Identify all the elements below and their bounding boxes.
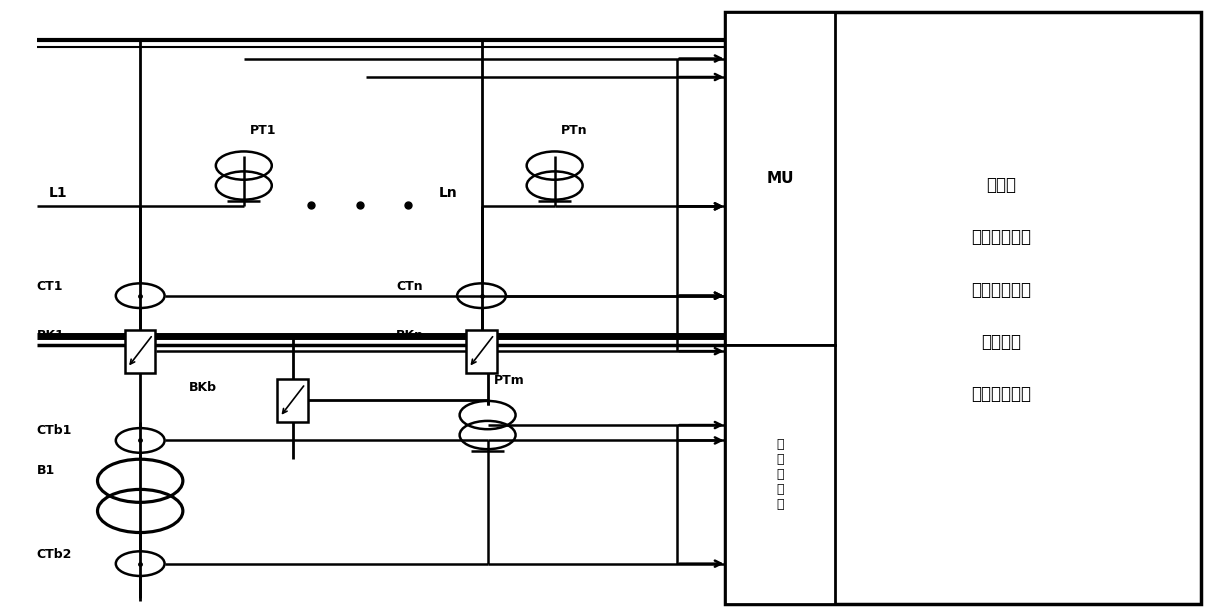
Text: CTb1: CTb1 xyxy=(37,424,72,437)
Text: BK1: BK1 xyxy=(37,329,65,342)
Bar xyxy=(725,345,835,604)
Text: 交换机: 交换机 xyxy=(986,176,1017,194)
Text: CT1: CT1 xyxy=(37,280,63,293)
Text: L1: L1 xyxy=(49,186,67,200)
Text: 计量装置: 计量装置 xyxy=(981,333,1022,351)
Bar xyxy=(277,379,307,422)
Text: B1: B1 xyxy=(37,464,55,477)
Text: BKn: BKn xyxy=(396,329,424,342)
Bar xyxy=(725,12,835,345)
Text: CTb2: CTb2 xyxy=(37,548,72,561)
Text: MU: MU xyxy=(767,171,794,186)
Text: 后台监控系统: 后台监控系统 xyxy=(972,385,1031,403)
Text: 测量控制装置: 测量控制装置 xyxy=(972,280,1031,299)
Text: BKb: BKb xyxy=(189,381,217,394)
Text: 智
能
操
作
箱: 智 能 操 作 箱 xyxy=(777,438,784,511)
Bar xyxy=(725,12,1201,604)
Text: Ln: Ln xyxy=(439,186,457,200)
Bar xyxy=(466,330,497,373)
Bar xyxy=(124,330,156,373)
Text: PT1: PT1 xyxy=(250,124,277,137)
Text: PTm: PTm xyxy=(494,374,524,387)
Text: CTn: CTn xyxy=(396,280,423,293)
Text: 继电保护装置: 继电保护装置 xyxy=(972,228,1031,246)
Text: PTn: PTn xyxy=(561,124,588,137)
